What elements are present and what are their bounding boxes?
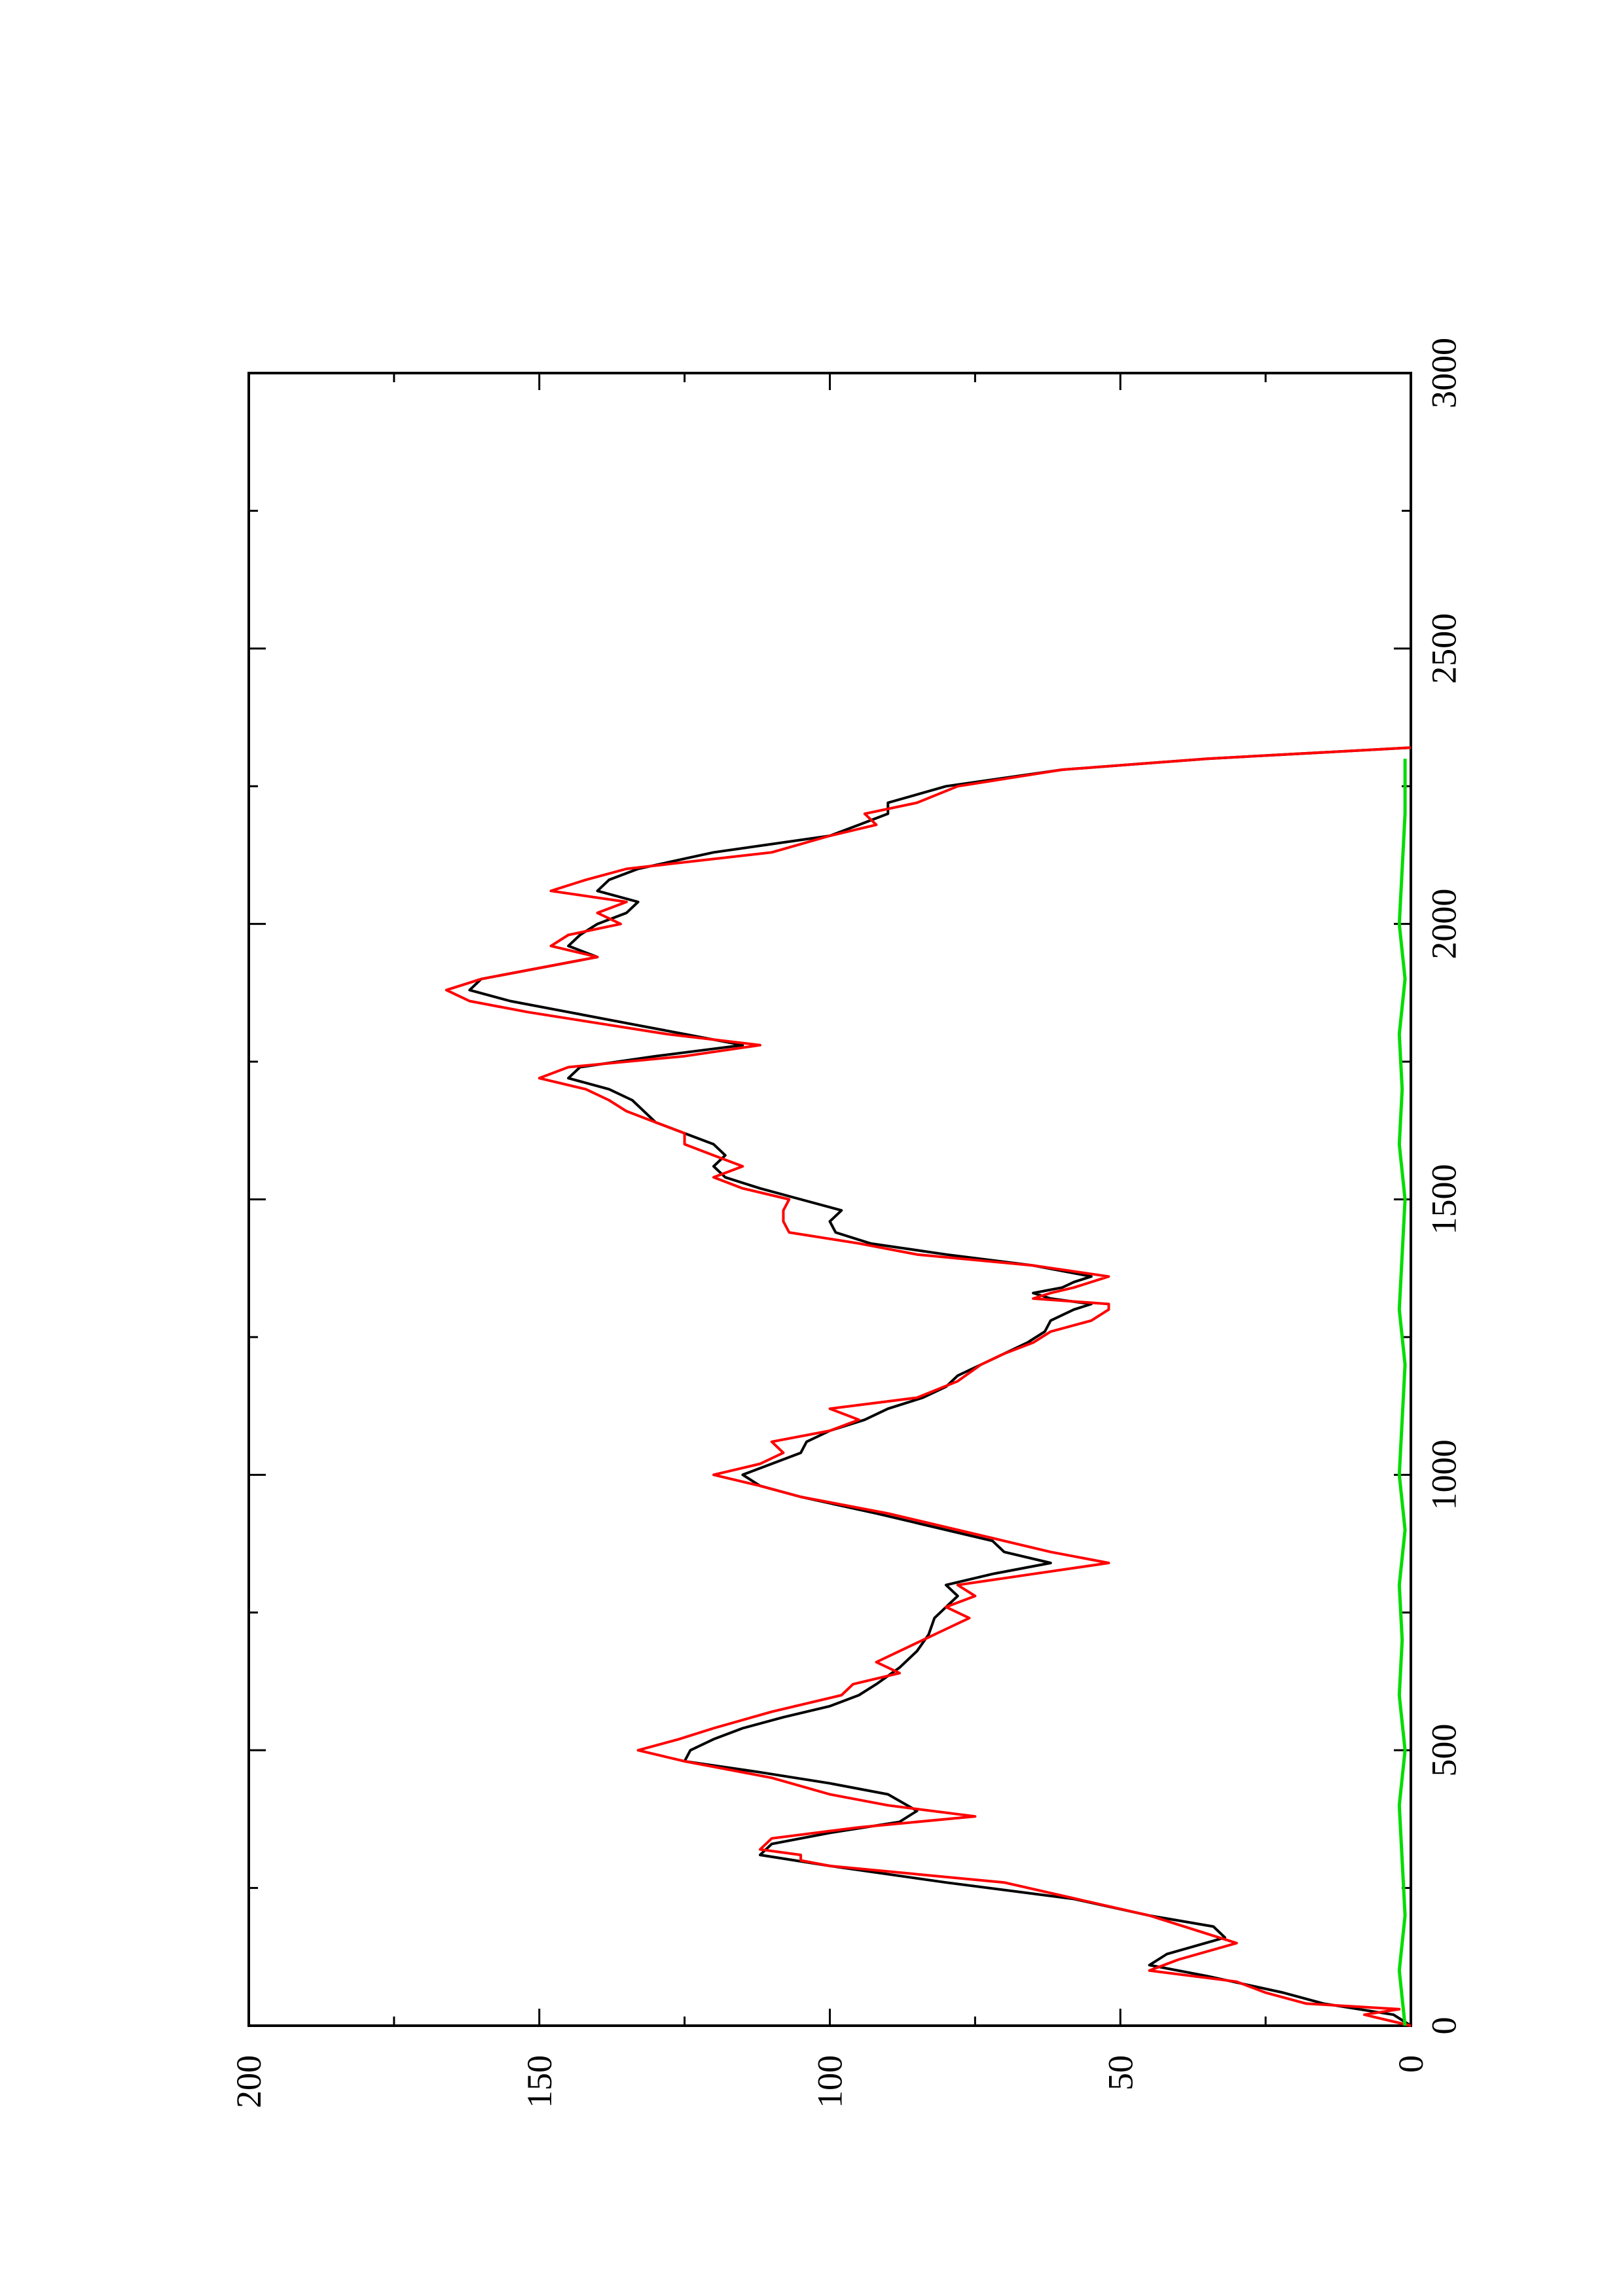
- y-tick-label: 100: [811, 2055, 850, 2108]
- y-tick-label: 200: [229, 2055, 268, 2108]
- x-tick-label: 500: [1424, 1724, 1463, 1777]
- series-line-3: [1397, 759, 1407, 2026]
- y-tick-label: 0: [1391, 2055, 1431, 2073]
- series-layer: [445, 746, 1412, 2027]
- x-tick-label: 0: [1424, 2017, 1463, 2035]
- y-tick-label: 50: [1101, 2055, 1140, 2090]
- axis-ticks: [247, 372, 1412, 2027]
- plot-frame: [247, 372, 1412, 2027]
- series-line-2: [445, 746, 1412, 2027]
- x-tick-label: 1500: [1424, 1164, 1463, 1235]
- axis-tick-labels: 0 500 1000 1500 2000 2500 3000 0 50 100 150 200: [229, 338, 1463, 2108]
- x-tick-label: 1000: [1424, 1439, 1463, 1510]
- x-tick-label: 2000: [1424, 889, 1463, 960]
- x-tick-label: 2500: [1424, 613, 1463, 684]
- series-line-1: [468, 746, 1412, 2027]
- x-tick-label: 3000: [1424, 338, 1463, 408]
- y-tick-label: 150: [520, 2055, 559, 2108]
